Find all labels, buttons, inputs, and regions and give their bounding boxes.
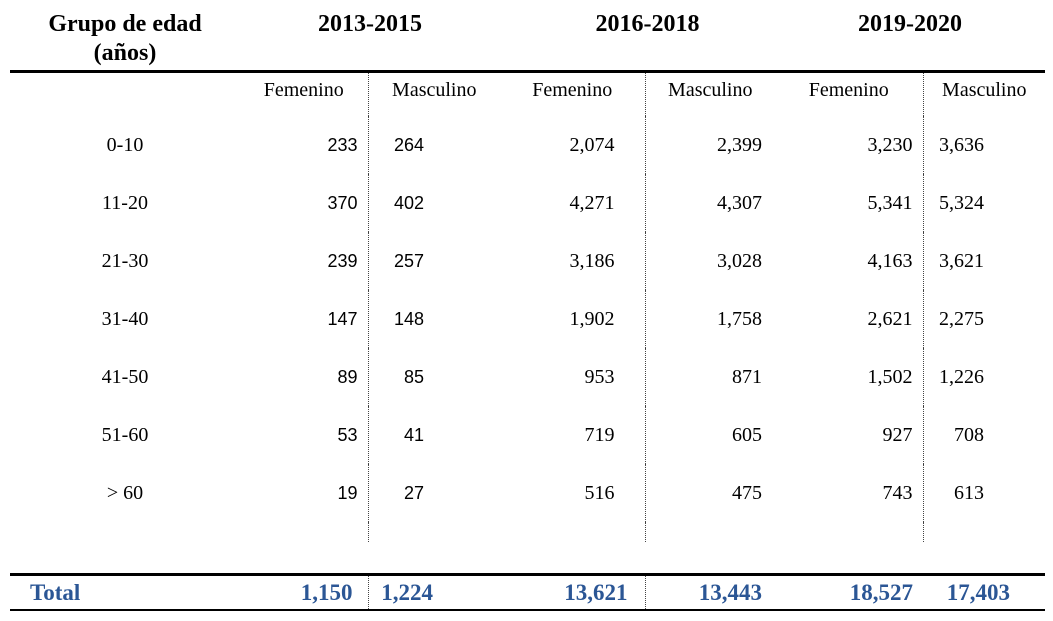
data-cell: 85 [403,366,424,387]
header-row-periods: Grupo de edad (años) 2013-2015 2016-2018… [10,0,1045,73]
data-cell: 5,341 [775,174,924,232]
spacer-cell [500,522,646,542]
data-cell: 27 [403,482,424,503]
data-cell: 613 [954,481,984,504]
row-label: 31-40 [101,307,149,330]
data-cell: 2,621 [775,290,924,348]
spacer-cell [645,522,775,542]
data-cell: 402 [393,192,424,213]
data-cell: 2,275 [939,307,984,330]
data-cell: 233 [240,116,369,174]
spacer-cell [368,522,500,542]
age-period-sex-table: Grupo de edad (años) 2013-2015 2016-2018… [10,0,1045,611]
data-cell: 148 [393,308,424,329]
data-cell: 2,074 [500,116,646,174]
total-label: Total [10,573,240,611]
total-cell: 1,150 [240,573,369,611]
data-cell: 53 [240,406,369,464]
table-title: Grupo de edad (años) [10,0,240,73]
data-cell: 605 [732,423,762,446]
data-cell: 1,226 [939,365,984,388]
data-cell: 5,324 [939,191,984,214]
table-row: 51-60 53 41 719 605 927 708 [10,406,1045,464]
data-cell: 3,186 [500,232,646,290]
data-cell: 4,271 [500,174,646,232]
data-cell: 3,028 [717,249,762,272]
data-cell: 370 [240,174,369,232]
data-cell: 41 [403,424,424,445]
period-header-2016-2018: 2016-2018 [510,0,785,73]
data-cell: 4,163 [775,232,924,290]
header-row-sex: Femenino Masculino Femenino Masculino Fe… [10,71,1045,117]
table-row: > 60 19 27 516 475 743 613 [10,464,1045,522]
data-cell: 264 [393,134,424,155]
data-cell: 1,902 [500,290,646,348]
data-cell: 3,621 [939,249,984,272]
spacer-row [10,542,1045,575]
data-cell: 743 [775,464,924,522]
sex-header-male-1: Masculino [392,79,477,101]
total-cell: 1,224 [368,573,500,611]
row-label: 0-10 [106,133,144,156]
table-title-line1: Grupo de edad [48,11,202,37]
data-cell: 19 [240,464,369,522]
sex-header-male-3: Masculino [942,79,1027,101]
row-label: 51-60 [101,423,149,446]
table-row: 41-50 89 85 953 871 1,502 1,226 [10,348,1045,406]
row-label: 41-50 [101,365,149,388]
data-cell: 1,758 [717,307,762,330]
total-cell: 13,621 [500,573,646,611]
data-cell: 4,307 [717,191,762,214]
data-cell: 708 [954,423,984,446]
data-cell: 3,636 [939,133,984,156]
data-cell: 2,399 [717,133,762,156]
row-label: > 60 [106,481,144,504]
spacer-cell [240,522,369,542]
total-row: Total 1,150 1,224 13,621 13,443 18,527 1… [10,573,1045,611]
data-cell: 89 [240,348,369,406]
data-cell: 239 [240,232,369,290]
spacer-row [10,522,1045,542]
sex-header-female-1: Femenino [240,71,369,116]
data-cell: 871 [732,365,762,388]
spacer-cell [923,522,1045,542]
data-cell: 953 [500,348,646,406]
table-row: 11-20 370 402 4,271 4,307 5,341 5,324 [10,174,1045,232]
period-header-2013-2015: 2013-2015 [240,0,500,73]
sex-header-female-2: Femenino [500,71,646,116]
data-cell: 927 [775,406,924,464]
empty-corner-cell [10,72,240,117]
spacer-cell [775,522,924,542]
table-row: 0-10 233 264 2,074 2,399 3,230 3,636 [10,116,1045,174]
sex-header-male-2: Masculino [668,79,753,101]
total-cell: 17,403 [923,573,1045,611]
data-cell: 475 [732,481,762,504]
spacer-cell [10,542,1045,575]
period-header-2019-2020: 2019-2020 [775,0,1045,73]
spacer-cell [10,522,240,542]
sex-header-female-3: Femenino [775,71,924,116]
data-cell: 516 [500,464,646,522]
table-title-line2: (años) [93,40,157,66]
total-cell: 18,527 [775,573,923,611]
row-label: 11-20 [102,191,148,214]
data-cell: 1,502 [775,348,924,406]
table-row: 21-30 239 257 3,186 3,028 4,163 3,621 [10,232,1045,290]
row-label: 21-30 [101,249,149,272]
total-cell: 13,443 [645,573,775,611]
table-row: 31-40 147 148 1,902 1,758 2,621 2,275 [10,290,1045,348]
data-cell: 719 [500,406,646,464]
data-cell: 147 [240,290,369,348]
data-cell: 3,230 [775,116,924,174]
data-cell: 257 [393,250,424,271]
